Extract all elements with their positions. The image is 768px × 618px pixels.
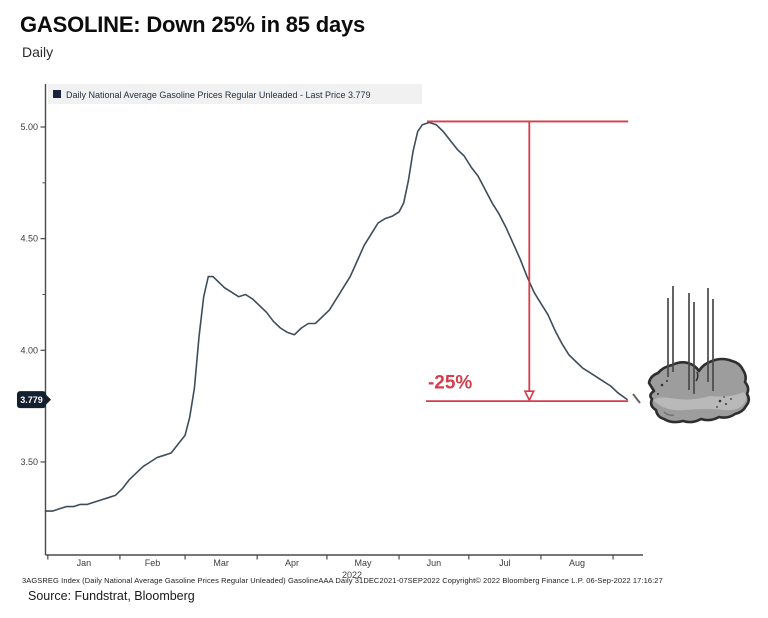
price-line-series: [44, 121, 628, 512]
x-tick-label: May: [354, 558, 372, 568]
legend-label: Daily National Average Gasoline Prices R…: [66, 90, 371, 100]
last-price-badge: 3.779: [17, 391, 51, 409]
x-tick-label: Apr: [285, 558, 299, 568]
gasoline-price-line: [44, 121, 628, 512]
last-price-badge-pointer: [45, 393, 51, 406]
rock-crease: [695, 371, 699, 382]
page-subtitle: Daily: [22, 44, 54, 60]
y-tick-label: 4.50: [20, 234, 38, 244]
y-axis-ticks: 5.00 4.50 4.00 3.50: [20, 122, 46, 467]
falling-motion-lines: [632, 286, 714, 404]
x-axis-year-label: 2022: [342, 570, 362, 580]
rock-crease-bottom: [663, 411, 675, 416]
annotation-percent-label: -25%: [428, 373, 472, 394]
annotation-arrowhead-icon: [523, 390, 535, 402]
last-price-badge-box: [17, 391, 46, 409]
x-axis-ticks: Jan Feb Mar Apr May Jun Jul Aug: [47, 555, 614, 568]
last-price-badge-value: 3.779: [20, 395, 43, 405]
x-tick-label: Aug: [569, 558, 585, 568]
falling-rock-icon: [632, 286, 751, 424]
rock-speckles: [657, 380, 732, 408]
decline-annotation: -25%: [425, 120, 629, 403]
legend-series-marker: [53, 90, 61, 98]
x-tick-label: Jun: [427, 558, 442, 568]
y-tick-label: 5.00: [20, 122, 38, 132]
x-tick-label: Jul: [499, 558, 511, 568]
x-tick-label: Mar: [213, 558, 229, 568]
x-tick-label: Jan: [77, 558, 92, 568]
legend-background: [48, 84, 422, 104]
x-tick-label: Feb: [145, 558, 161, 568]
page-title: GASOLINE: Down 25% in 85 days: [20, 12, 366, 37]
source-attribution: Source: Fundstrat, Bloomberg: [28, 589, 195, 603]
y-tick-label: 3.50: [20, 457, 38, 467]
y-tick-label: 4.00: [20, 345, 38, 355]
rock-shading: [653, 392, 747, 411]
bloomberg-attribution: 3AGSREG Index (Daily National Average Ga…: [22, 576, 663, 585]
